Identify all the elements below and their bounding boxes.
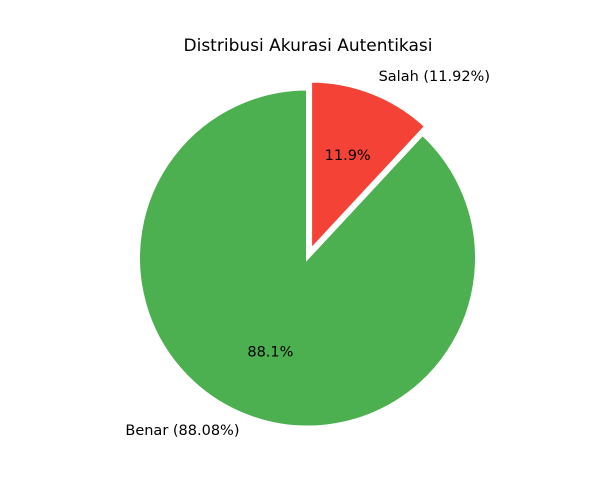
pie-slice-benar <box>137 87 478 429</box>
chart-title: Distribusi Akurasi Autentikasi <box>184 36 433 56</box>
pie-slice-label-benar: Benar (88.08%) <box>125 423 239 439</box>
pie-labels: 11.9% Salah (11.92%) 88.1% Benar (88.08%) <box>125 69 490 439</box>
pie-percent-label-benar: 88.1% <box>247 344 293 360</box>
pie-slices <box>137 79 478 429</box>
pie-slice-label-salah: Salah (11.92%) <box>379 69 490 85</box>
pie-slice-salah <box>309 79 428 254</box>
pie-percent-label-salah: 11.9% <box>325 148 371 164</box>
